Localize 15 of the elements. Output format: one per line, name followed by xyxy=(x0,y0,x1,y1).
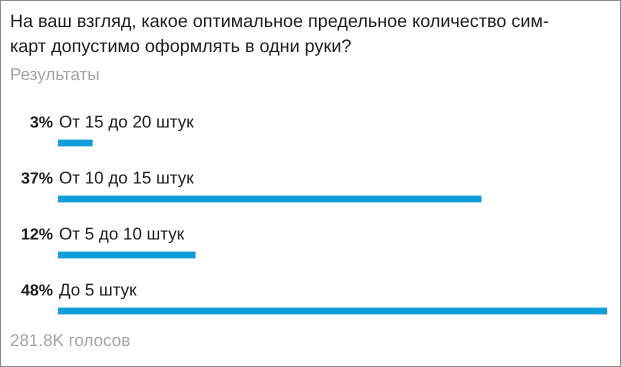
bar xyxy=(58,196,482,202)
data-label: 3% xyxy=(30,114,53,132)
data-label: 12% xyxy=(20,226,53,244)
y-tick-label: От 10 до 15 штук xyxy=(59,168,194,188)
chart-title: На ваш взгляд, какое оптимальное предельное количество сим-карт допустимо оформлять в одни руки? xyxy=(10,10,550,58)
data-label: 37% xyxy=(20,170,53,188)
data-label: 48% xyxy=(20,282,53,300)
bar xyxy=(58,308,607,314)
y-tick-label: До 5 штук xyxy=(59,280,138,300)
bar xyxy=(58,140,93,146)
chart-subtitle: Результаты xyxy=(10,65,100,85)
y-tick-label: От 15 до 20 штук xyxy=(59,112,194,132)
text: 281.8K голосов xyxy=(10,331,130,351)
y-tick-label: От 5 до 10 штук xyxy=(59,224,185,244)
bar xyxy=(58,252,196,258)
